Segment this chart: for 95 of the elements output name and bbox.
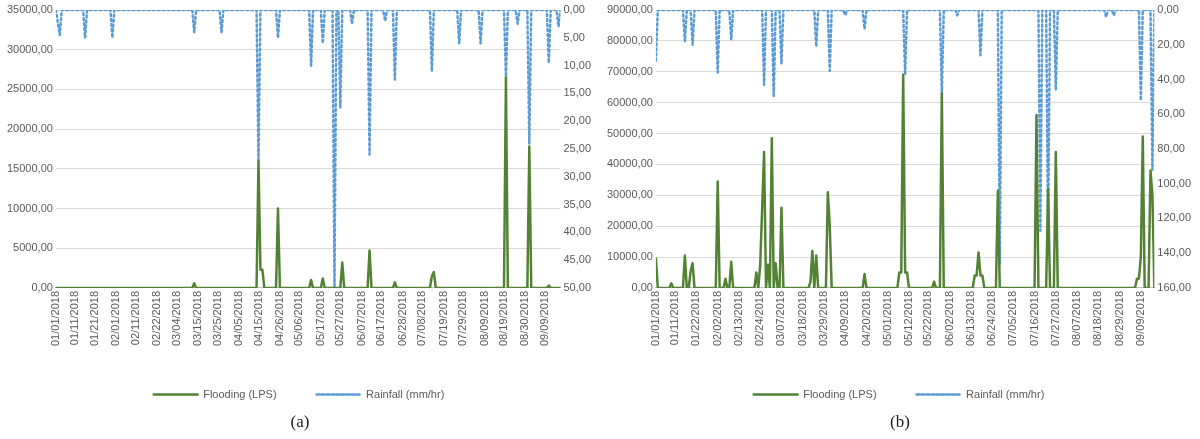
y-tick-label: 25000,00 bbox=[6, 82, 53, 95]
x-tick-label: 05/27/2018 bbox=[333, 290, 346, 347]
line-series bbox=[655, 10, 1155, 265]
line-series bbox=[55, 10, 561, 288]
y2-tick-label: 40,00 bbox=[1157, 72, 1185, 85]
legend-label: Flooding (LPS) bbox=[803, 387, 877, 400]
x-tick-label: 02/24/2018 bbox=[753, 290, 766, 347]
x-tick-label: 02/02/2018 bbox=[710, 290, 723, 347]
x-tick-label: 08/18/2018 bbox=[1091, 290, 1104, 347]
x-tick-label: 07/08/2018 bbox=[415, 290, 428, 347]
x-tick-label: 04/26/2018 bbox=[272, 290, 285, 347]
legend-label: Rainfall (mm/hr) bbox=[366, 387, 445, 400]
y2-tick-label: 15,00 bbox=[563, 86, 591, 99]
y-tick-label: 50000,00 bbox=[606, 126, 653, 139]
x-tick-label: 07/29/2018 bbox=[456, 290, 469, 347]
x-tick-label: 01/22/2018 bbox=[689, 290, 702, 347]
y-tick-label: 40000,00 bbox=[606, 157, 653, 170]
y-tick-label: 60000,00 bbox=[606, 95, 653, 108]
x-tick-label: 04/05/2018 bbox=[232, 290, 245, 347]
y-tick-label: 0,00 bbox=[631, 280, 653, 293]
y2-tick-label: 25,00 bbox=[563, 142, 591, 154]
y2-tick-label: 60,00 bbox=[1157, 107, 1185, 120]
x-tick-label: 01/21/2018 bbox=[87, 290, 100, 347]
y-tick-label: 30000,00 bbox=[606, 188, 653, 201]
x-tick-label: 04/20/2018 bbox=[859, 290, 872, 347]
y2-tick-label: 40,00 bbox=[563, 225, 591, 238]
x-tick-label: 06/28/2018 bbox=[395, 290, 408, 347]
x-tick-label: 08/09/2018 bbox=[477, 290, 490, 347]
x-tick-label: 08/07/2018 bbox=[1070, 290, 1083, 347]
x-tick-label: 03/18/2018 bbox=[795, 290, 808, 347]
x-tick-label: 04/09/2018 bbox=[838, 290, 851, 347]
y2-tick-label: 20,00 bbox=[1157, 37, 1185, 50]
x-tick-label: 04/15/2018 bbox=[251, 290, 264, 347]
x-tick-label: 01/01/2018 bbox=[48, 290, 61, 347]
x-tick-label: 03/25/2018 bbox=[210, 290, 223, 347]
legend-label: Flooding (LPS) bbox=[203, 387, 277, 400]
y2-tick-label: 80,00 bbox=[1157, 142, 1185, 154]
x-tick-label: 05/12/2018 bbox=[902, 290, 915, 347]
x-tick-label: 08/19/2018 bbox=[497, 290, 510, 347]
x-tick-label: 07/19/2018 bbox=[436, 290, 449, 347]
y2-tick-label: 100,00 bbox=[1157, 176, 1192, 189]
y2-tick-label: 0,00 bbox=[1157, 3, 1179, 16]
y-tick-label: 5000,00 bbox=[13, 241, 53, 254]
x-tick-label: 01/11/2018 bbox=[668, 290, 681, 346]
y2-tick-label: 140,00 bbox=[1157, 246, 1192, 259]
x-tick-label: 07/16/2018 bbox=[1027, 290, 1040, 347]
text: (a) bbox=[289, 412, 311, 432]
x-tick-label: 01/01/2018 bbox=[648, 290, 661, 347]
x-tick-label: 06/07/2018 bbox=[354, 290, 367, 347]
x-tick-label: 02/13/2018 bbox=[731, 290, 744, 347]
x-tick-label: 06/02/2018 bbox=[942, 290, 955, 347]
y2-tick-label: 20,00 bbox=[563, 114, 591, 127]
x-tick-label: 07/05/2018 bbox=[1006, 290, 1019, 347]
x-tick-label: 05/22/2018 bbox=[921, 290, 934, 347]
x-tick-label: 07/27/2018 bbox=[1048, 290, 1061, 347]
y-tick-label: 0,00 bbox=[31, 280, 53, 293]
text: (b) bbox=[889, 412, 911, 432]
y2-tick-label: 50,00 bbox=[563, 280, 591, 293]
y2-tick-label: 120,00 bbox=[1157, 211, 1192, 224]
y-tick-label: 15000,00 bbox=[6, 161, 53, 174]
y2-tick-label: 5,00 bbox=[563, 30, 585, 43]
x-tick-label: 08/30/2018 bbox=[518, 290, 531, 347]
y-tick-label: 70000,00 bbox=[606, 64, 653, 77]
y2-tick-label: 0,00 bbox=[563, 3, 585, 16]
x-tick-label: 06/13/2018 bbox=[963, 290, 976, 347]
x-tick-label: 05/17/2018 bbox=[313, 290, 326, 347]
x-tick-label: 09/09/2018 bbox=[1133, 290, 1146, 347]
x-tick-label: 01/11/2018 bbox=[68, 290, 81, 346]
y-tick-label: 10000,00 bbox=[606, 250, 653, 263]
x-tick-label: 03/07/2018 bbox=[774, 290, 787, 347]
x-tick-label: 06/24/2018 bbox=[985, 290, 998, 347]
x-tick-label: 02/11/2018 bbox=[128, 290, 141, 346]
legend-label: Rainfall (mm/hr) bbox=[966, 387, 1045, 400]
x-tick-label: 05/01/2018 bbox=[880, 290, 893, 347]
x-tick-label: 03/29/2018 bbox=[817, 290, 829, 347]
y2-tick-label: 45,00 bbox=[563, 253, 591, 266]
x-tick-label: 08/29/2018 bbox=[1112, 290, 1125, 347]
y-tick-label: 90000,00 bbox=[606, 3, 653, 16]
y-tick-label: 20000,00 bbox=[606, 219, 653, 232]
y-tick-label: 35000,00 bbox=[6, 3, 53, 16]
x-tick-label: 03/04/2018 bbox=[169, 290, 182, 347]
x-tick-label: 09/09/2018 bbox=[537, 290, 550, 347]
x-tick-label: 05/06/2018 bbox=[292, 290, 305, 347]
y2-tick-label: 30,00 bbox=[563, 169, 591, 182]
x-tick-label: 02/22/2018 bbox=[150, 290, 163, 347]
x-tick-label: 03/15/2018 bbox=[191, 290, 204, 347]
y-tick-label: 30000,00 bbox=[6, 42, 53, 55]
x-tick-label: 02/01/2018 bbox=[109, 290, 122, 347]
x-tick-label: 06/17/2018 bbox=[374, 290, 387, 347]
y-tick-label: 20000,00 bbox=[6, 122, 53, 135]
y2-tick-label: 10,00 bbox=[563, 58, 591, 71]
y2-tick-label: 35,00 bbox=[563, 197, 591, 210]
y2-tick-label: 160,00 bbox=[1157, 280, 1192, 293]
y-tick-label: 80000,00 bbox=[606, 33, 653, 46]
y-tick-label: 10000,00 bbox=[6, 201, 53, 214]
